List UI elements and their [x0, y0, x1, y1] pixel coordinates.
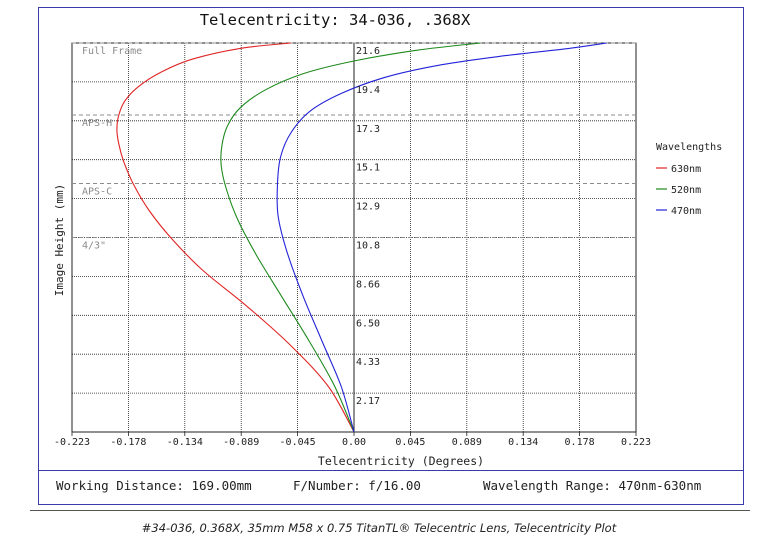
- series-line-470nm: [276, 42, 607, 433]
- y-tick-label: 10.8: [356, 241, 380, 252]
- wavelength-range-text: Wavelength Range: 470nm-630nm: [483, 478, 702, 493]
- working-distance-text: Working Distance: 169.00mm: [56, 478, 252, 493]
- y-tick-label: 21.6: [356, 46, 380, 57]
- sensor-marker-label: 4/3": [82, 241, 106, 252]
- y-tick-label: 12.9: [356, 202, 380, 213]
- y-tick-label: 19.4: [356, 85, 380, 96]
- x-tick-label: 0.134: [508, 437, 538, 448]
- x-tick-label: 0.00: [342, 437, 366, 448]
- x-tick-label: 0.178: [565, 437, 595, 448]
- x-tick-label: -0.223: [54, 437, 90, 448]
- y-tick-label: 6.50: [356, 318, 380, 329]
- sensor-marker-label: APS-H: [82, 118, 112, 129]
- x-tick-label: -0.134: [167, 437, 203, 448]
- x-axis-label: Telecentricity (Degrees): [318, 454, 484, 468]
- y-tick-label: 2.17: [356, 396, 380, 407]
- x-tick-label: 0.089: [452, 437, 482, 448]
- x-tick-label: -0.089: [223, 437, 259, 448]
- y-tick-label: 8.66: [356, 279, 380, 290]
- y-tick-label: 17.3: [356, 124, 380, 135]
- sensor-marker-label: APS-C: [82, 186, 112, 197]
- y-axis-label: Image Height (mm): [53, 184, 66, 297]
- y-tick-label: 15.1: [356, 163, 380, 174]
- footer-divider: [38, 470, 744, 471]
- legend-title: Wavelengths: [656, 142, 722, 153]
- plot-frame: [38, 7, 744, 505]
- chart-title: Telecentricity: 34-036, .368X: [200, 11, 471, 29]
- legend-item-label: 520nm: [671, 185, 701, 196]
- f-number-text: F/Number: f/16.00: [293, 478, 421, 493]
- caption-rule: [30, 510, 750, 511]
- legend-item-label: 470nm: [671, 206, 701, 217]
- sensor-marker-label: Full Frame: [82, 46, 142, 57]
- legend-item-label: 630nm: [671, 164, 701, 175]
- x-tick-label: 0.223: [621, 437, 651, 448]
- x-tick-label: -0.045: [280, 437, 316, 448]
- series-line-520nm: [220, 42, 481, 433]
- x-tick-label: -0.178: [110, 437, 146, 448]
- y-tick-label: 4.33: [356, 357, 380, 368]
- series-line-630nm: [116, 42, 355, 433]
- x-tick-label: 0.045: [395, 437, 425, 448]
- figure-caption: #34-036, 0.368X, 35mm M58 x 0.75 TitanTL…: [141, 521, 617, 535]
- legend: Wavelengths 630nm 520nm 470nm: [656, 142, 722, 217]
